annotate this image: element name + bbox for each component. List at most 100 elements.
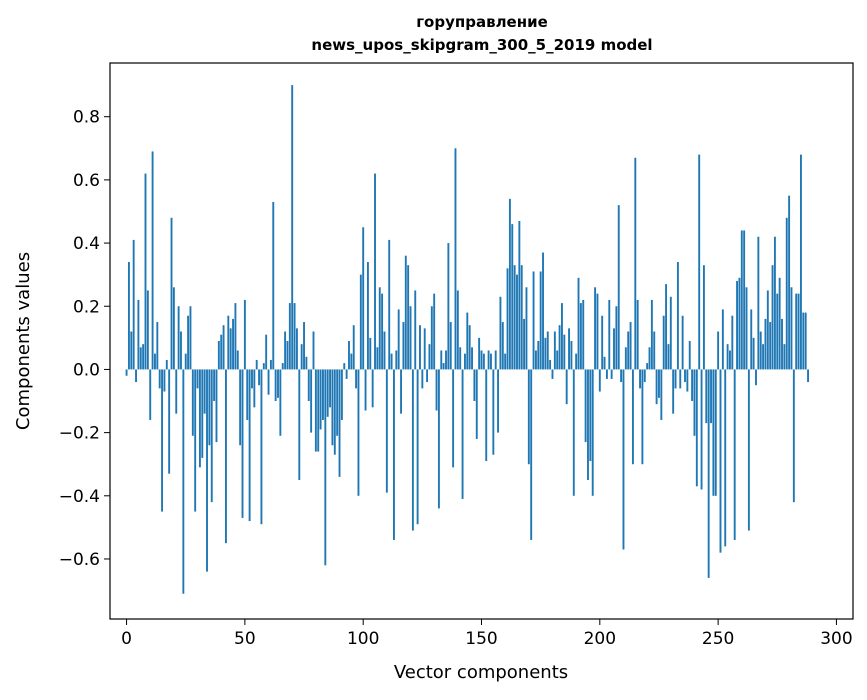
bar-246	[707, 369, 710, 578]
bar-162	[508, 198, 511, 370]
bar-185	[563, 334, 566, 370]
bar-4	[135, 369, 137, 383]
bar-45	[232, 318, 234, 370]
bar-165	[516, 274, 518, 370]
bar-235	[681, 315, 684, 370]
bar-176	[542, 252, 544, 370]
bar-70	[291, 85, 294, 370]
bar-288	[807, 369, 809, 383]
bar-208	[617, 205, 620, 370]
bar-11	[151, 151, 154, 370]
bar-145	[468, 325, 471, 370]
bar-47	[236, 350, 239, 370]
bar-179	[549, 359, 552, 370]
bar-69	[288, 303, 291, 370]
bar-210	[622, 369, 625, 550]
bar-180	[551, 369, 554, 379]
bar-247	[710, 369, 712, 424]
bar-258	[736, 280, 739, 370]
bar-84	[324, 369, 327, 566]
bar-214	[631, 369, 634, 465]
bar-257	[733, 369, 736, 541]
bar-152	[485, 369, 488, 462]
bar-197	[591, 369, 594, 496]
bar-265	[752, 337, 755, 370]
bar-221	[648, 347, 651, 370]
bar-113	[393, 369, 395, 541]
bar-139	[454, 148, 457, 370]
bar-112	[390, 353, 393, 370]
bar-122	[414, 290, 417, 370]
bar-98	[357, 369, 360, 496]
bar-169	[525, 287, 528, 370]
x-axis-ticks: 0 50 100 150 200 250 300	[121, 619, 853, 649]
bar-2	[130, 331, 133, 370]
bar-129	[430, 306, 433, 370]
bar-119	[407, 265, 410, 370]
bar-125	[421, 369, 424, 389]
bar-135	[445, 350, 447, 370]
bar-158	[499, 296, 502, 370]
bar-126	[423, 328, 426, 370]
bar-127	[426, 369, 429, 383]
bar-133	[440, 350, 443, 370]
bar-278	[783, 344, 786, 370]
bar-33	[203, 369, 206, 414]
bar-50	[243, 299, 246, 370]
bar-193	[582, 299, 585, 370]
bar-27	[189, 306, 192, 370]
bar-66	[281, 363, 284, 370]
bar-199	[596, 293, 599, 370]
bar-241	[695, 369, 698, 487]
bar-243	[700, 369, 703, 490]
bar-130	[433, 293, 436, 370]
bar-54	[253, 369, 256, 408]
bar-172	[532, 271, 535, 370]
bar-131	[435, 369, 438, 411]
bar-140	[456, 290, 459, 370]
y-tick-label: −0.4	[59, 487, 100, 507]
bar-26	[187, 315, 190, 370]
bar-106	[376, 347, 379, 370]
bar-41	[222, 325, 225, 370]
bar-166	[518, 220, 521, 370]
bar-198	[594, 287, 597, 370]
y-tick-label: −0.2	[59, 424, 100, 444]
bar-137	[449, 322, 452, 370]
bar-268	[759, 331, 762, 370]
bar-64	[277, 369, 279, 398]
bar-1	[127, 262, 130, 370]
bar-51	[246, 369, 249, 420]
y-tick-label: 0.0	[73, 360, 100, 380]
bar-213	[629, 322, 632, 370]
bar-111	[388, 239, 391, 370]
bar-90	[338, 369, 341, 477]
bar-92	[343, 363, 346, 370]
x-axis-label: Vector components	[394, 662, 568, 683]
bar-40	[220, 334, 223, 370]
bar-42	[224, 369, 227, 544]
bar-48	[239, 369, 242, 446]
bar-23	[180, 331, 182, 370]
bar-283	[795, 293, 798, 370]
bar-183	[558, 325, 561, 370]
bar-35	[208, 369, 211, 446]
bar-216	[636, 299, 639, 370]
bar-155	[492, 369, 495, 455]
bar-25	[184, 353, 187, 370]
y-tick-label: 0.6	[73, 171, 100, 191]
bar-56	[258, 369, 261, 386]
bar-85	[326, 369, 329, 417]
bar-55	[255, 359, 258, 370]
bar-188	[570, 341, 573, 370]
bar-78	[310, 369, 313, 433]
bar-34	[206, 369, 208, 572]
bar-161	[506, 268, 509, 370]
bar-254	[726, 344, 729, 370]
bar-190	[575, 353, 578, 370]
bar-144	[466, 312, 469, 370]
bar-109	[383, 331, 386, 370]
bar-10	[149, 369, 152, 420]
x-tick-label: 100	[347, 629, 379, 649]
bar-163	[511, 224, 514, 370]
